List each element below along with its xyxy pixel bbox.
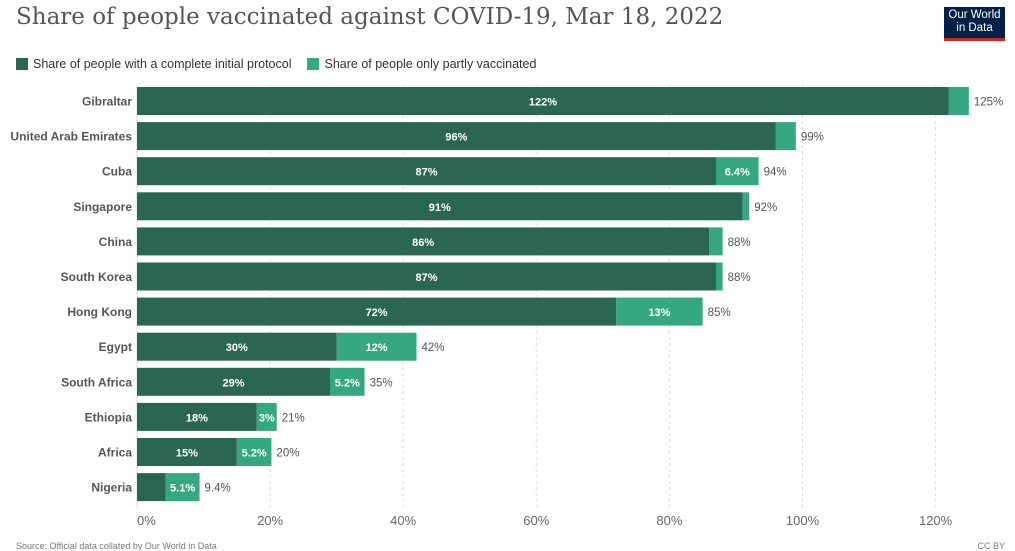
bar-complete-7 [137, 332, 337, 361]
legend-label-partial: Share of people only partly vaccinated [324, 57, 537, 71]
x-tick-label: 0% [137, 513, 156, 528]
bar-label-partial: 5.2% [242, 448, 267, 460]
bar-complete-2 [137, 157, 716, 186]
total-label: 125% [974, 97, 1003, 109]
bar-complete-10 [137, 438, 237, 466]
x-tick-label: 20% [257, 513, 283, 528]
category-label: Africa [98, 446, 132, 460]
category-label: Cuba [102, 165, 132, 179]
bar-label-complete: 86% [412, 237, 434, 249]
bar-label-partial: 5.2% [335, 377, 360, 389]
bar-complete-4 [137, 227, 710, 256]
total-label: 21% [282, 412, 305, 424]
total-label: 99% [801, 132, 824, 144]
bar-partial-3 [742, 192, 750, 221]
bar-complete-0 [137, 87, 949, 115]
bar-label-partial: 3% [259, 412, 275, 424]
bar-label-complete: 87% [415, 272, 437, 284]
chart-title: Share of people vaccinated against COVID… [16, 4, 724, 30]
total-label: 88% [728, 237, 751, 249]
bar-label-complete: 72% [366, 307, 388, 319]
total-label: 20% [276, 448, 299, 460]
x-tick-label: 60% [523, 513, 549, 528]
category-label: Ethiopia [85, 410, 133, 424]
bar-complete-11 [137, 473, 166, 502]
bar-partial-4 [709, 227, 723, 256]
total-label: 94% [764, 167, 787, 179]
bar-label-complete: 29% [222, 377, 244, 389]
bar-label-complete: 15% [176, 448, 198, 460]
legend-label-complete: Share of people with a complete initial … [33, 57, 292, 71]
category-label: Hong Kong [67, 305, 132, 319]
bar-complete-3 [137, 192, 743, 221]
category-label: Egypt [99, 340, 132, 354]
x-tick-label: 120% [919, 513, 953, 528]
total-label: 88% [728, 272, 751, 284]
legend-item-partial[interactable]: Share of people only partly vaccinated [307, 57, 536, 71]
category-label: Gibraltar [82, 95, 132, 109]
bar-label-complete: 18% [186, 412, 208, 424]
category-label: United Arab Emirates [10, 130, 132, 144]
category-label: Nigeria [91, 481, 132, 495]
total-label: 92% [754, 202, 777, 214]
bar-complete-8 [137, 367, 330, 396]
total-label: 35% [370, 377, 393, 389]
total-label: 42% [422, 342, 445, 354]
bar-label-partial: 6.4% [725, 167, 750, 179]
x-tick-label: 100% [786, 513, 820, 528]
bar-partial-0 [948, 87, 969, 115]
bar-complete-6 [137, 297, 617, 326]
bar-partial-7 [336, 332, 417, 361]
bar-partial-8 [329, 367, 365, 396]
bar-complete-9 [137, 402, 257, 431]
bar-label-partial: 5.1% [170, 483, 195, 495]
legend-swatch-complete [16, 58, 28, 70]
chart-legend: Share of people with a complete initial … [16, 57, 552, 71]
logo-line-2: in Data [956, 22, 993, 34]
owid-logo[interactable]: Our World in Data [944, 7, 1005, 41]
legend-swatch-partial [307, 58, 320, 70]
category-label: Singapore [73, 200, 132, 214]
bar-label-complete: 87% [415, 167, 437, 179]
category-label: China [99, 235, 133, 249]
x-tick-label: 80% [656, 513, 682, 528]
bar-label-partial: 13% [648, 307, 670, 319]
bar-partial-10 [236, 438, 272, 466]
bar-complete-5 [137, 262, 716, 291]
bar-partial-9 [256, 402, 277, 431]
bar-complete-1 [137, 122, 776, 151]
x-tick-label: 40% [390, 513, 416, 528]
bar-partial-1 [775, 122, 796, 151]
category-label: South Korea [61, 270, 133, 284]
bar-label-partial: 12% [366, 342, 388, 354]
legend-item-complete[interactable]: Share of people with a complete initial … [16, 57, 291, 71]
logo-line-1: Our World [948, 9, 1001, 21]
total-label: 85% [708, 307, 731, 319]
bar-label-complete: 96% [445, 132, 467, 144]
bar-label-complete: 91% [429, 202, 451, 214]
license-note: CC BY [977, 541, 1005, 551]
source-note: Source: Official data collated by Our Wo… [16, 541, 217, 551]
bar-label-complete: 30% [226, 342, 248, 354]
bar-label-complete: 122% [529, 97, 557, 109]
bar-chart: 0% 20% 40% 60% 80% 100% 120% Gibraltar 122% 125% U… [10, 85, 1003, 528]
bar-partial-6 [616, 297, 703, 326]
category-label: South Africa [61, 375, 132, 389]
total-label: 9.4% [205, 483, 231, 495]
bar-partial-11 [165, 473, 200, 502]
bar-partial-5 [715, 262, 723, 291]
bar-partial-2 [715, 157, 759, 186]
